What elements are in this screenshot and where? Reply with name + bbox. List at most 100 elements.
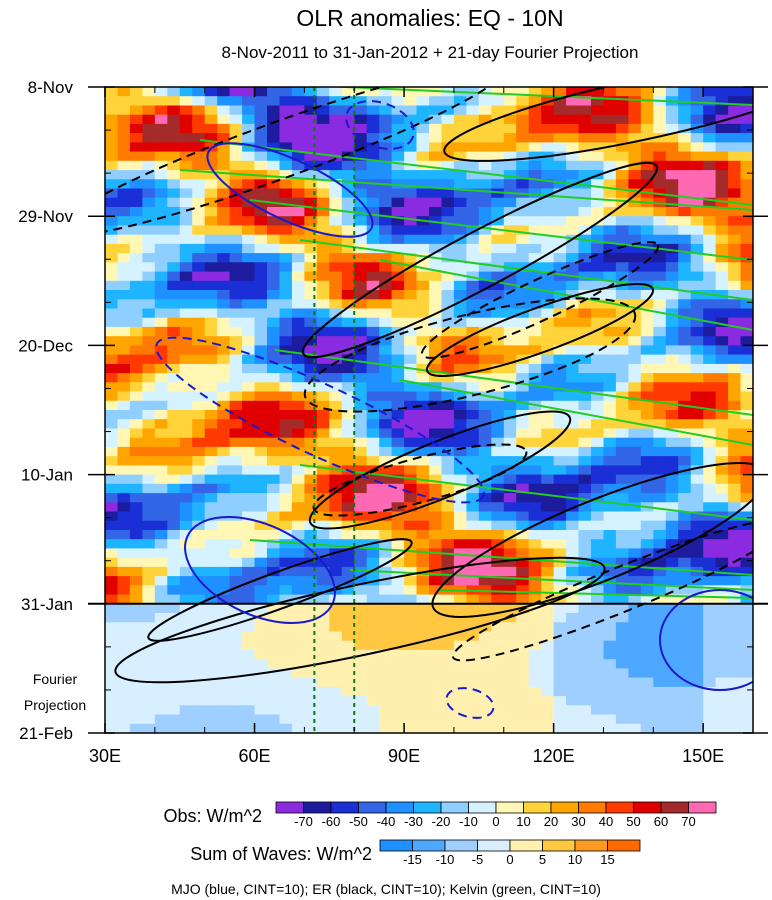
obs-cell: [690, 382, 704, 393]
obs-cell: [354, 271, 368, 282]
obs-cell: [603, 502, 617, 513]
projection-cell: [441, 668, 455, 679]
obs-cell: [329, 493, 343, 503]
obs-cell: [715, 446, 729, 457]
obs-cell: [628, 530, 642, 540]
obs-cell: [553, 456, 567, 466]
obs-cell: [715, 373, 729, 383]
obs-cell: [603, 207, 617, 217]
projection-cell: [541, 696, 555, 706]
obs-cell: [254, 188, 268, 199]
obs-cell: [379, 317, 393, 328]
projection-cell: [354, 705, 368, 716]
obs-cell: [242, 446, 256, 457]
obs-cell: [429, 474, 443, 485]
obs-cell: [416, 446, 430, 457]
obs-cell: [566, 456, 580, 466]
projection-cell: [391, 668, 405, 679]
obs-cell: [391, 262, 405, 273]
obs-cell: [354, 336, 368, 346]
obs-cell: [366, 105, 380, 116]
colorbar-tick-label: 30: [571, 814, 585, 829]
obs-cell: [491, 548, 505, 559]
obs-cell: [640, 428, 654, 439]
obs-cell: [404, 197, 418, 208]
obs-cell: [491, 326, 505, 337]
obs-cell: [366, 225, 380, 236]
obs-cell: [105, 345, 119, 356]
obs-cell: [204, 382, 218, 393]
projection-cell: [105, 640, 119, 651]
obs-cell: [117, 207, 131, 217]
obs-cell: [105, 326, 119, 337]
projection-cell: [591, 640, 605, 651]
obs-cell: [117, 280, 131, 291]
obs-cell: [316, 354, 330, 365]
projection-cell: [566, 714, 580, 725]
obs-cell: [453, 299, 467, 310]
obs-cell: [279, 419, 293, 429]
obs-cell: [678, 308, 692, 319]
obs-cell: [267, 363, 281, 374]
obs-cell: [690, 594, 704, 605]
obs-cell: [242, 363, 256, 374]
obs-cell: [404, 170, 418, 180]
obs-cell: [304, 594, 318, 605]
obs-cell: [229, 548, 243, 559]
obs-cell: [267, 419, 281, 429]
obs-cell: [503, 96, 517, 106]
colorbar-swatch: [477, 839, 511, 852]
obs-cell: [715, 428, 729, 439]
obs-cell: [728, 465, 742, 476]
obs-cell: [142, 373, 156, 383]
obs-cell: [242, 317, 256, 328]
obs-cell: [503, 280, 517, 291]
projection-cell: [653, 649, 667, 660]
obs-cell: [429, 142, 443, 153]
obs-cell: [528, 280, 542, 291]
obs-cell: [491, 530, 505, 540]
obs-cell: [703, 391, 717, 402]
obs-cell: [690, 326, 704, 337]
colorbar-swatch: [275, 801, 304, 814]
obs-cell: [354, 114, 368, 125]
obs-cell: [466, 354, 480, 365]
obs-cell: [429, 262, 443, 273]
obs-cell: [665, 308, 679, 319]
projection-cell: [603, 603, 617, 614]
obs-cell: [217, 308, 231, 319]
obs-cell: [690, 253, 704, 263]
obs-cell: [740, 142, 753, 153]
obs-cell: [441, 530, 455, 540]
obs-cell: [366, 511, 380, 522]
obs-cell: [640, 391, 654, 402]
obs-cell: [354, 170, 368, 180]
projection-cell: [341, 603, 355, 614]
obs-cell: [117, 317, 131, 328]
obs-cell: [366, 114, 380, 125]
obs-cell: [154, 437, 168, 448]
obs-cell: [117, 216, 131, 226]
obs-cell: [192, 373, 206, 383]
obs-cell: [391, 105, 405, 116]
obs-cell: [304, 234, 318, 245]
obs-cell: [591, 345, 605, 356]
obs-cell: [591, 179, 605, 190]
obs-cell: [279, 493, 293, 503]
obs-cell: [254, 105, 268, 116]
projection-cell: [229, 723, 243, 733]
obs-cell: [204, 207, 218, 217]
obs-cell: [167, 151, 181, 162]
obs-cell: [615, 428, 629, 439]
projection-cell: [154, 640, 168, 651]
obs-cell: [129, 160, 143, 171]
projection-cell: [678, 603, 692, 614]
obs-cell: [117, 410, 131, 420]
projection-cell: [154, 723, 168, 733]
obs-cell: [628, 96, 642, 106]
obs-cell: [578, 179, 592, 190]
obs-cell: [441, 502, 455, 513]
obs-cell: [167, 410, 181, 420]
projection-cell: [453, 696, 467, 706]
obs-cell: [740, 428, 753, 439]
